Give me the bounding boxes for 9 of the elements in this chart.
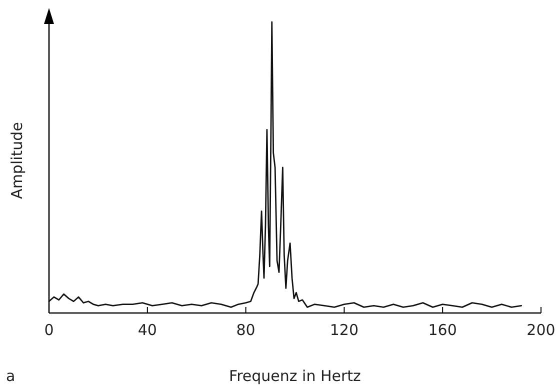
y-axis-title: Amplitude [8, 122, 26, 199]
x-tick-label: 200 [526, 321, 556, 339]
text: a [6, 367, 16, 385]
x-axis-title: Frequenz in Hertz [229, 367, 362, 385]
x-tick-label: 80 [236, 321, 256, 339]
x-tick-label: 160 [428, 321, 457, 339]
x-tick-label: 0 [44, 321, 54, 339]
x-tick-label: 120 [330, 321, 359, 339]
x-tick-label: 40 [138, 321, 157, 339]
